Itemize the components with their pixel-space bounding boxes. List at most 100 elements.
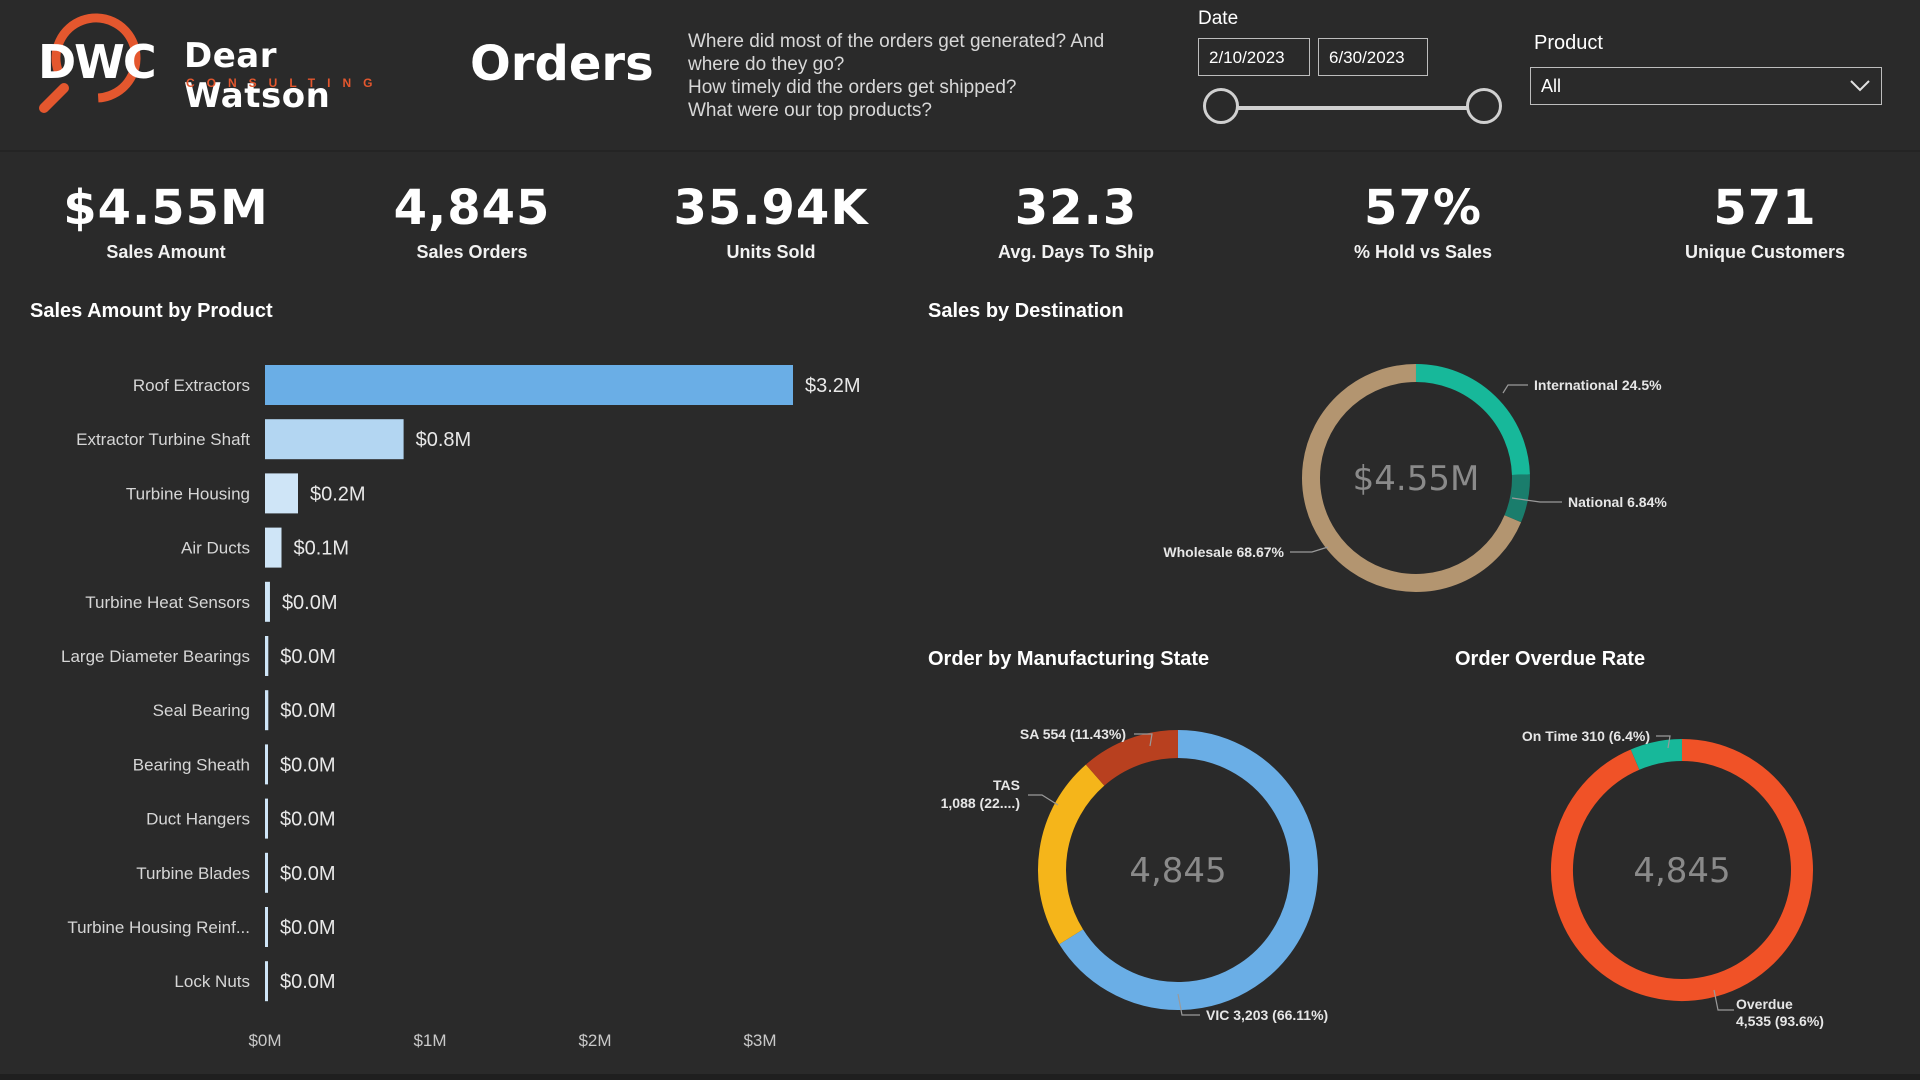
bar-data-label: $0.2M [310,483,366,505]
donut-slice[interactable] [1302,364,1522,592]
bar-data-label: $0.0M [280,700,336,722]
date-slider-end-handle[interactable] [1466,88,1502,124]
donut-slice-label: TAS [993,777,1020,793]
date-start-input[interactable]: 2/10/2023 [1198,38,1310,76]
donut-slice[interactable] [1038,764,1105,945]
product-dropdown[interactable]: All [1530,67,1882,105]
x-tick-label: $1M [413,1031,446,1050]
donut-center-value: 4,845 [1129,851,1226,891]
kpi-value: $4.55M [63,180,269,236]
kpi-label: % Hold vs Sales [1353,242,1493,262]
bar-category-label: Seal Bearing [153,701,250,720]
section-title-order-by-state: Order by Manufacturing State [928,648,1210,670]
header: DWC Dear Watson CONSULTING Orders Where … [0,0,1920,150]
donut-slice[interactable] [1551,739,1813,1001]
svg-text:DWC: DWC [38,35,155,89]
bar-category-label: Turbine Heat Sensors [85,593,250,612]
kpi-value: 35.94K [673,180,869,236]
bar-data-label: $0.0M [280,809,336,831]
donut-slice-label: National 6.84% [1568,494,1667,510]
donut-slice-label: On Time 310 (6.4%) [1522,728,1650,744]
donut-slice[interactable] [1085,730,1179,786]
date-slider-start-handle[interactable] [1203,88,1239,124]
bar[interactable] [265,744,268,785]
kpi-sales-orders: 4,845 Sales Orders [342,180,602,263]
leader-line [1511,497,1562,503]
bar[interactable] [265,961,268,1002]
kpi-value: 4,845 [393,180,551,236]
brand-subtitle: CONSULTING [186,76,385,90]
kpi-label: Sales Amount [106,242,226,262]
bar-category-label: Bearing Sheath [133,755,250,774]
donut-slice[interactable] [1504,474,1530,523]
donut-slice-label: SA 554 (11.43%) [1020,726,1126,742]
donut-slice[interactable] [1415,364,1530,476]
donut-slice[interactable] [1630,739,1683,770]
donut-slice-label: International 24.5% [1534,377,1662,393]
bar-data-label: $0.0M [280,917,336,939]
bar-category-label: Extractor Turbine Shaft [76,430,250,449]
bar[interactable] [265,852,268,893]
bar[interactable] [265,907,268,947]
bar-category-label: Roof Extractors [133,376,250,395]
kpi-avg-days-to-ship: 32.3 Avg. Days To Ship [946,180,1206,263]
bar[interactable] [265,690,269,731]
bar[interactable] [265,527,282,568]
section-title-sales-by-destination: Sales by Destination [928,300,1124,322]
kpi-label: Unique Customers [1684,242,1846,262]
date-slider-track[interactable] [1222,106,1484,110]
bar-category-label: Lock Nuts [174,972,250,991]
kpi-hold-vs-sales: 57% % Hold vs Sales [1293,180,1553,263]
date-end-input[interactable]: 6/30/2023 [1318,38,1428,76]
page-title: Orders [470,36,654,92]
bottom-strip [0,1074,1920,1080]
x-tick-label: $2M [578,1031,611,1050]
x-tick-label: $3M [743,1031,776,1050]
bar-category-label: Turbine Blades [136,864,250,883]
bar-data-label: $0.0M [280,971,336,993]
x-tick-label: $0M [248,1031,281,1050]
bar[interactable] [265,419,404,460]
bar-data-label: $3.2M [805,375,861,397]
bar-data-label: $0.0M [280,646,336,668]
leader-line [1134,733,1153,747]
leader-line [1177,993,1200,1016]
product-filter-label: Product [1534,32,1603,54]
order-by-state-donut: 4,845 VIC 3,203 (66.11%) TAS 1,088 (22....)… [941,726,1329,1023]
bar[interactable] [265,473,298,514]
donut-slice-label: 1,088 (22....) [941,795,1020,811]
leader-line [1290,546,1329,553]
bar-category-label: Air Ducts [181,539,250,558]
bar-data-label: $0.0M [280,754,336,776]
donut-slice[interactable] [1059,730,1318,1010]
brand-name: Dear Watson [184,36,331,116]
kpi-sales-amount: $4.55M Sales Amount [36,180,296,263]
sales-by-destination-donut: $4.55M International 24.5% National 6.84% W… [1163,364,1667,592]
header-divider [0,150,1920,152]
bar[interactable] [265,581,270,622]
donut-slice-label: Overdue [1736,996,1793,1012]
question-line: Where did most of the orders get generat… [688,31,1105,52]
bar[interactable] [265,636,269,676]
sales-by-product-chart: Roof Extractors $3.2M Extractor Turbine Sh… [61,365,861,1050]
kpi-label: Sales Orders [416,242,528,262]
question-line: where do they go? [688,54,845,75]
company-logo: DWC Dear Watson CONSULTING [34,8,394,118]
leader-line [1028,794,1059,806]
bar-data-label: $0.1M [294,538,350,560]
donut-center-value: $4.55M [1353,459,1480,499]
kpi-label: Avg. Days To Ship [997,242,1155,262]
leader-line [1713,989,1734,1011]
bar[interactable] [265,798,268,839]
bar-category-label: Turbine Housing [126,484,250,503]
bar-category-label: Turbine Housing Reinf... [67,918,250,937]
bar[interactable] [265,365,793,405]
date-filter-label: Date [1198,8,1239,29]
bar-data-label: $0.0M [282,592,338,614]
question-line: How timely did the orders get shipped? [688,77,1017,98]
page-questions: Where did most of the orders get generat… [688,30,1188,122]
kpi-units-sold: 35.94K Units Sold [641,180,901,263]
dwc-logo-mark: DWC [38,13,157,113]
donut-slice-label: VIC 3,203 (66.11%) [1206,1007,1328,1023]
